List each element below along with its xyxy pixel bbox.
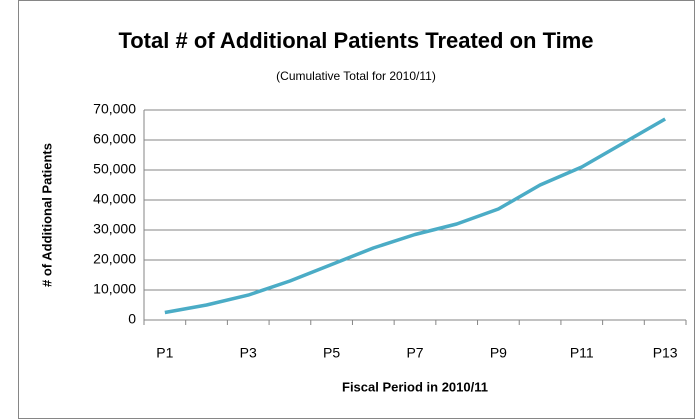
chart-subtitle: (Cumulative Total for 2010/11) — [276, 69, 436, 83]
y-tick-label: 0 — [128, 311, 136, 327]
y-tick-label: 40,000 — [93, 191, 136, 207]
x-tick-label: P1 — [156, 345, 173, 361]
y-axis-label: # of Additional Patients — [39, 143, 54, 287]
data-line — [164, 117, 667, 315]
x-tick-label: P5 — [323, 345, 340, 361]
y-tick-label: 70,000 — [93, 101, 136, 117]
x-axis-label: Fiscal Period in 2010/11 — [342, 379, 488, 394]
y-tick-label: 30,000 — [93, 221, 136, 237]
x-tick-label: P7 — [406, 345, 423, 361]
y-tick-label: 50,000 — [93, 161, 136, 177]
x-tick-label: P9 — [490, 345, 507, 361]
y-tick-label: 60,000 — [93, 131, 136, 147]
x-tick-label: P3 — [240, 345, 257, 361]
x-tick-label: P13 — [653, 345, 678, 361]
y-tick-label: 20,000 — [93, 251, 136, 267]
chart-frame — [18, 0, 695, 419]
chart-title: Total # of Additional Patients Treated o… — [118, 28, 593, 53]
y-tick-label: 10,000 — [93, 281, 136, 297]
x-tick-label: P11 — [570, 345, 594, 361]
